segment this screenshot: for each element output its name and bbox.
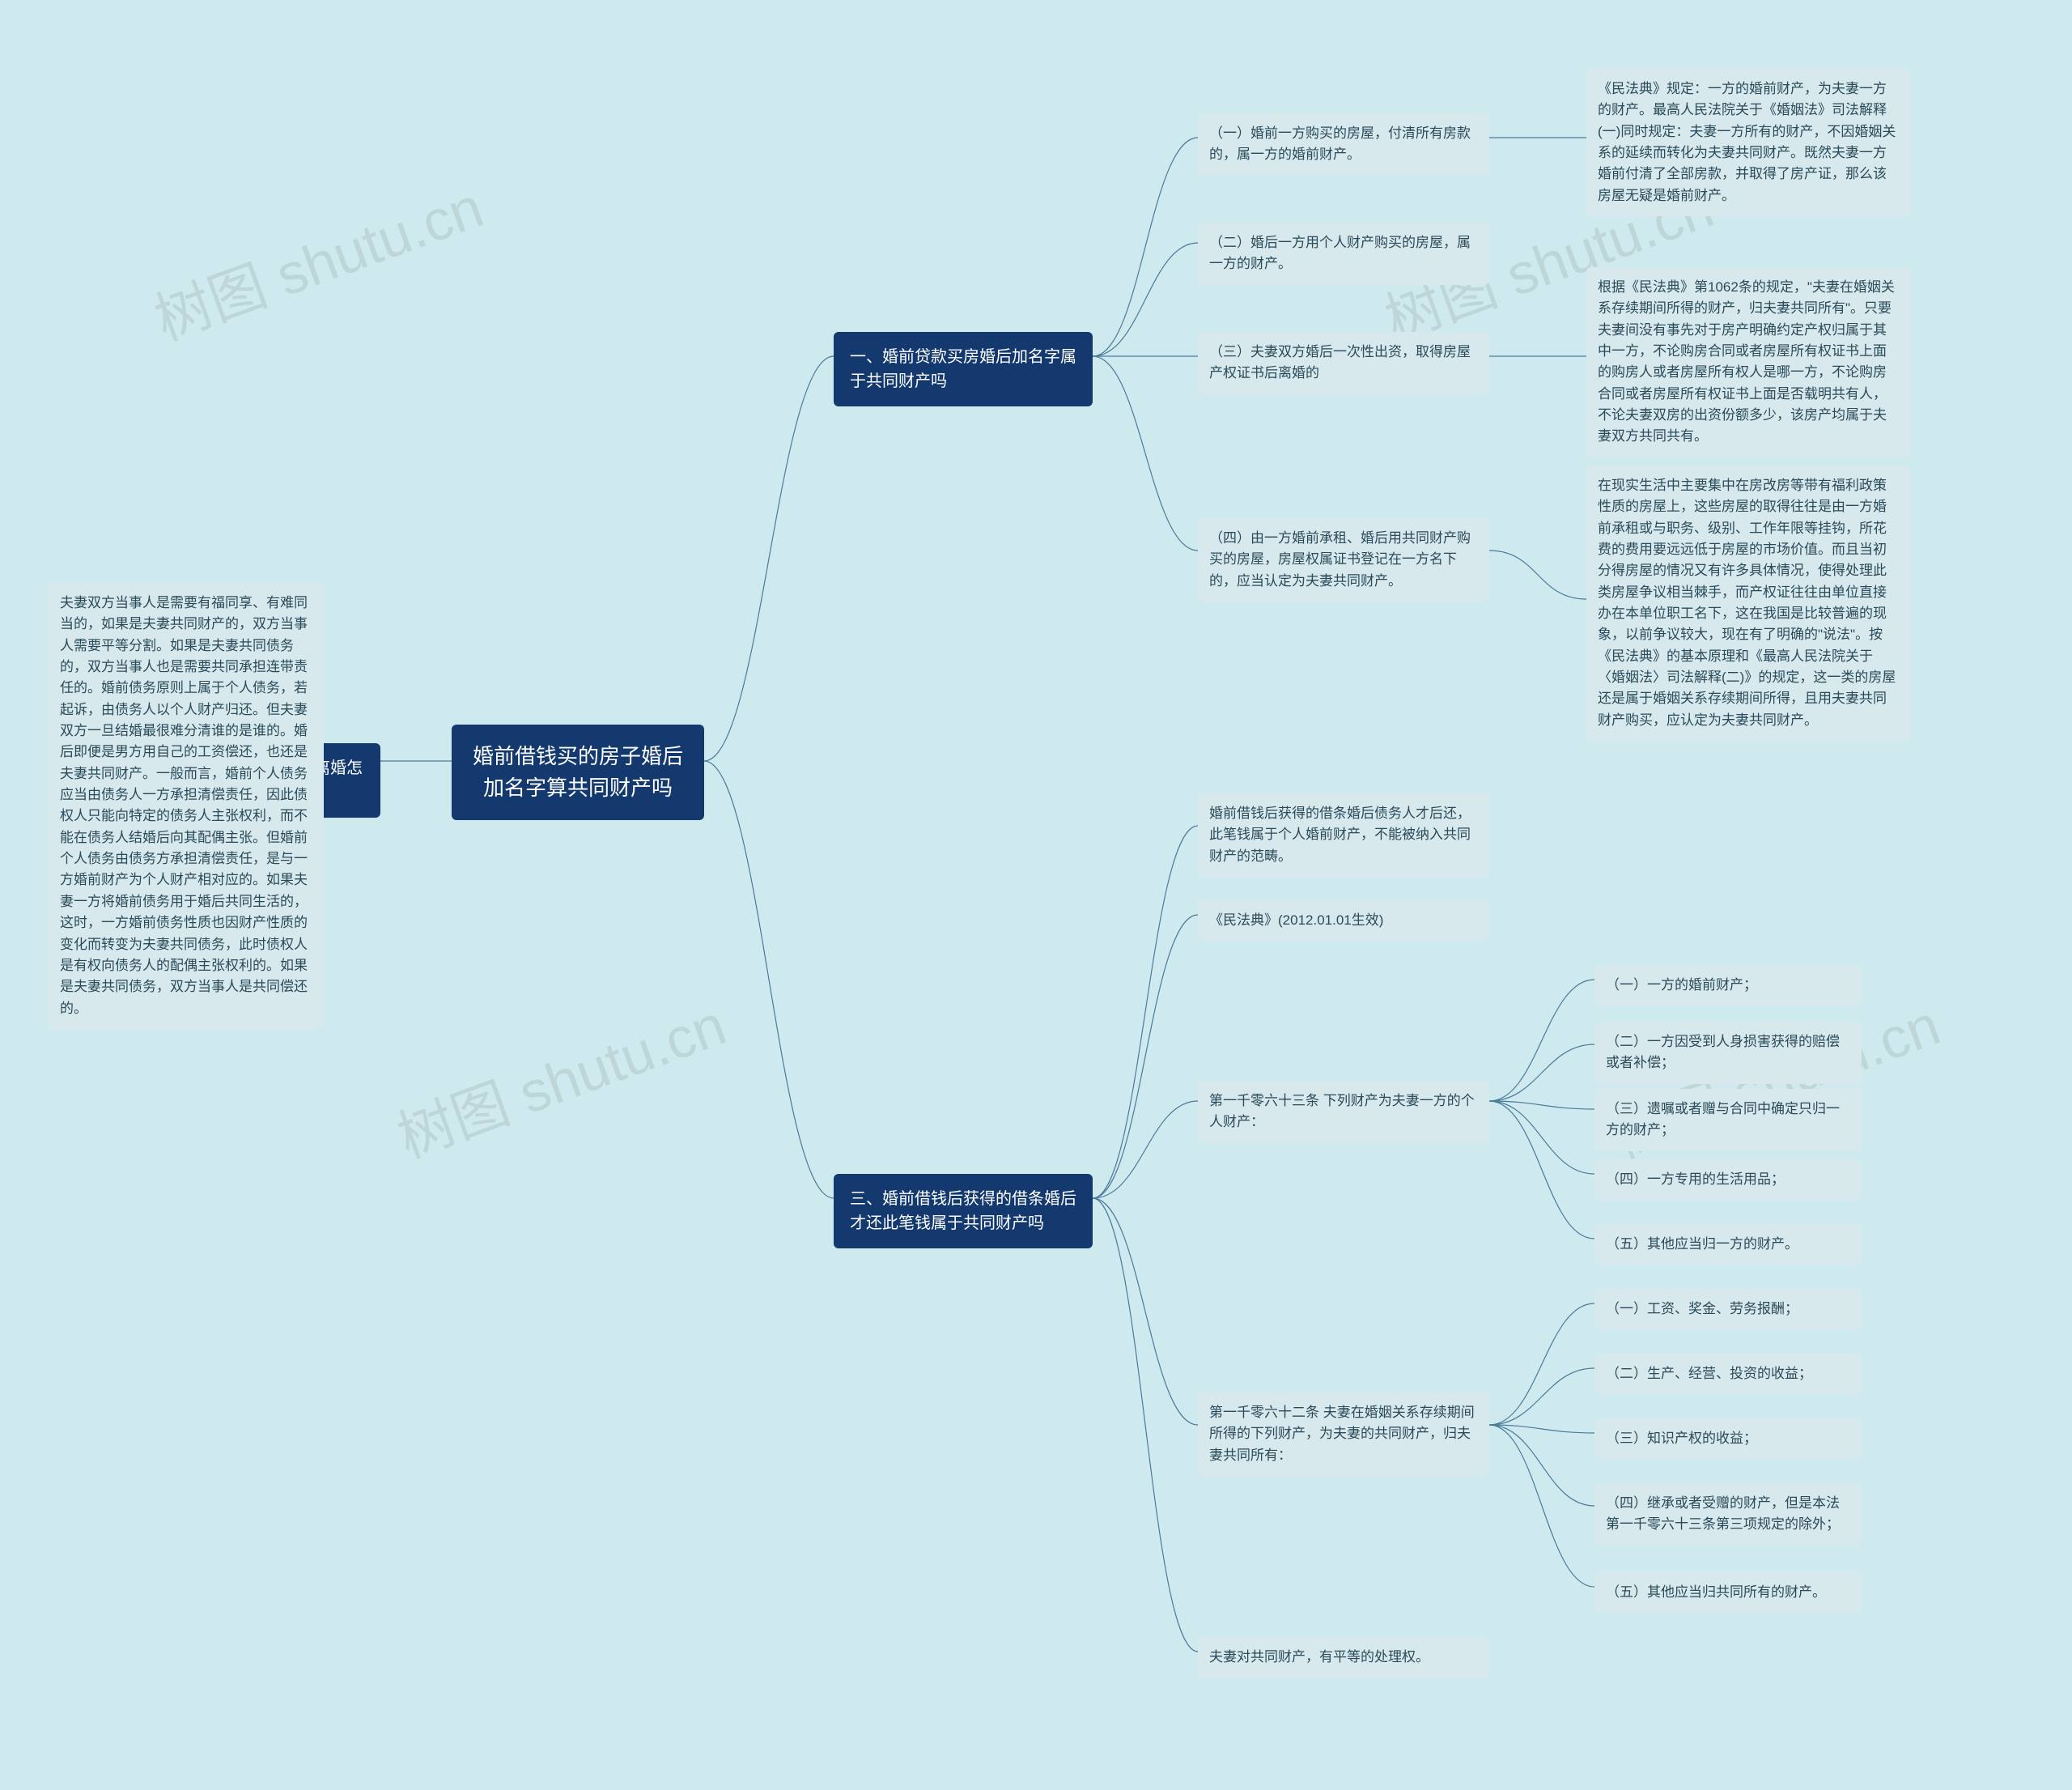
leaf-b3c3-i5: （五）其他应当归一方的财产。 bbox=[1594, 1224, 1862, 1265]
branch-1[interactable]: 一、婚前贷款买房婚后加名字属于共同财产吗 bbox=[834, 332, 1093, 406]
leaf-b1c3-detail: 根据《民法典》第1062条的规定，"夫妻在婚姻关系存续期间所得的财产，归夫妻共同… bbox=[1586, 267, 1910, 457]
leaf-b1c4[interactable]: （四）由一方婚前承租、婚后用共同财产购买的房屋，房屋权属证书登记在一方名下的，应… bbox=[1198, 518, 1489, 602]
leaf-b3c3-i4: （四）一方专用的生活用品； bbox=[1594, 1159, 1862, 1200]
leaf-b3c3[interactable]: 第一千零六十三条 下列财产为夫妻一方的个人财产： bbox=[1198, 1081, 1489, 1143]
leaf-b1c4-detail: 在现实生活中主要集中在房改房等带有福利政策性质的房屋上，这些房屋的取得往往是由一… bbox=[1586, 466, 1910, 741]
leaf-b3c4[interactable]: 第一千零六十二条 夫妻在婚姻关系存续期间所得的下列财产，为夫妻的共同财产，归夫妻… bbox=[1198, 1392, 1489, 1476]
leaf-b3c3-i3: （三）遗嘱或者赠与合同中确定只归一方的财产； bbox=[1594, 1089, 1862, 1151]
watermark: 树图 shutu.cn bbox=[385, 980, 736, 1175]
leaf-b3c4-i3: （三）知识产权的收益； bbox=[1594, 1418, 1862, 1459]
leaf-b3c4-i2: （二）生产、经营、投资的收益； bbox=[1594, 1354, 1862, 1394]
watermark: 树图 shutu.cn bbox=[142, 163, 493, 357]
leaf-b1c1-detail: 《民法典》规定：一方的婚前财产，为夫妻一方的财产。最高人民法院关于《婚姻法》司法… bbox=[1586, 69, 1910, 216]
leaf-b3c5[interactable]: 夫妻对共同财产，有平等的处理权。 bbox=[1198, 1637, 1489, 1677]
leaf-b3c1[interactable]: 婚前借钱后获得的借条婚后债务人才后还，此笔钱属于个人婚前财产，不能被纳入共同财产… bbox=[1198, 793, 1489, 877]
leaf-b1c2[interactable]: （二）婚后一方用个人财产购买的房屋，属一方的财产。 bbox=[1198, 223, 1489, 285]
root-node[interactable]: 婚前借钱买的房子婚后加名字算共同财产吗 bbox=[452, 725, 704, 820]
leaf-b3c2[interactable]: 《民法典》(2012.01.01生效) bbox=[1198, 900, 1489, 941]
leaf-b3c4-i5: （五）其他应当归共同所有的财产。 bbox=[1594, 1572, 1862, 1613]
leaf-b3c4-i1: （一）工资、奖金、劳务报酬； bbox=[1594, 1289, 1862, 1329]
leaf-b1c3[interactable]: （三）夫妻双方婚后一次性出资，取得房屋产权证书后离婚的 bbox=[1198, 332, 1489, 394]
leaf-b3c3-i1: （一）一方的婚前财产； bbox=[1594, 965, 1862, 1006]
leaf-b3c4-i4: （四）继承或者受赠的财产，但是本法第一千零六十三条第三项规定的除外； bbox=[1594, 1483, 1862, 1546]
leaf-b1c1[interactable]: （一）婚前一方购买的房屋，付清所有房款的，属一方的婚前财产。 bbox=[1198, 113, 1489, 176]
leaf-b3c3-i2: （二）一方因受到人身损害获得的赔偿或者补偿； bbox=[1594, 1022, 1862, 1084]
branch-3[interactable]: 三、婚前借钱后获得的借条婚后才还此笔钱属于共同财产吗 bbox=[834, 1174, 1093, 1248]
leaf-b2-detail: 夫妻双方当事人是需要有福同享、有难同当的，如果是夫妻共同财产的，双方当事人需要平… bbox=[49, 583, 324, 1029]
